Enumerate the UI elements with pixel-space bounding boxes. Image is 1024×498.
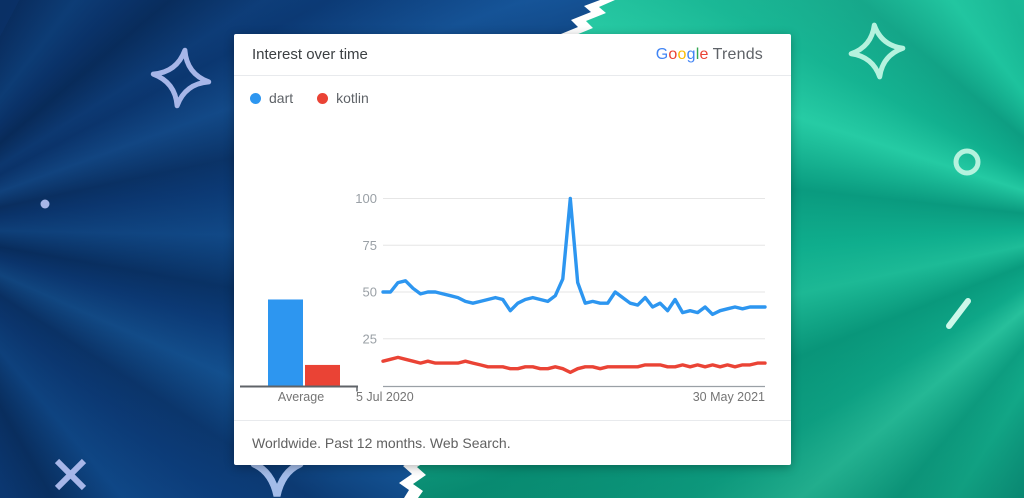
legend-item-dart: dart <box>250 90 293 106</box>
card-title: Interest over time <box>252 46 368 63</box>
scope-text: Worldwide. Past 12 months. Web Search. <box>252 435 511 451</box>
legend-item-kotlin: kotlin <box>317 90 369 106</box>
svg-text:100: 100 <box>355 191 377 206</box>
interest-over-time-chart[interactable]: 25 50 75 100 Average 5 Jul 2020 30 May 2021 <box>234 34 791 465</box>
svg-text:25: 25 <box>363 331 377 346</box>
svg-text:50: 50 <box>363 285 377 300</box>
legend-dot-dart <box>250 92 261 104</box>
legend-label: kotlin <box>336 90 369 106</box>
chart-legend: dart kotlin <box>234 76 791 106</box>
google-trends-logo[interactable]: Google Trends <box>656 46 763 64</box>
svg-text:5 Jul 2020: 5 Jul 2020 <box>356 390 414 404</box>
card-footer: Worldwide. Past 12 months. Web Search. <box>234 420 791 465</box>
svg-text:75: 75 <box>363 238 377 253</box>
svg-text:30 May 2021: 30 May 2021 <box>693 390 765 404</box>
svg-text:Average: Average <box>278 390 324 404</box>
trends-card: Interest over time Google Trends dart kot… <box>234 34 791 465</box>
legend-label: dart <box>269 90 294 106</box>
card-header: Interest over time Google Trends <box>234 34 791 76</box>
google-logo-wordmark: Google <box>655 45 709 63</box>
legend-dot-kotlin <box>317 92 329 104</box>
trends-logo-suffix: Trends <box>712 45 763 63</box>
